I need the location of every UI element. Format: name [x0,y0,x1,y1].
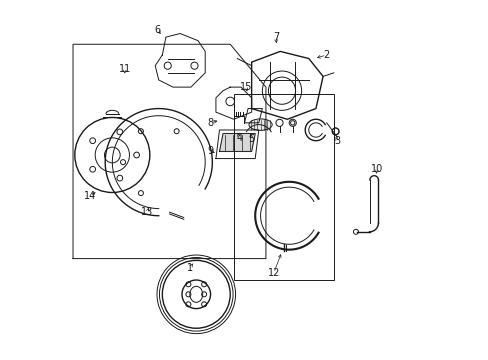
Text: 9: 9 [207,147,213,157]
Text: 2: 2 [323,50,329,60]
Text: 1: 1 [187,262,193,273]
Text: 11: 11 [119,64,131,74]
Text: 10: 10 [370,164,383,174]
Ellipse shape [248,119,272,130]
Text: 13: 13 [141,207,153,217]
Text: 8: 8 [207,118,213,128]
Text: 14: 14 [84,191,96,201]
Text: 15: 15 [239,82,252,92]
Text: 4: 4 [236,133,242,143]
Text: 12: 12 [267,268,280,278]
Text: 5: 5 [248,134,254,144]
Bar [233,94,333,280]
Text: 7: 7 [272,32,279,42]
Text: 3: 3 [334,136,340,146]
Polygon shape [219,134,255,152]
Text: 6: 6 [154,25,161,35]
